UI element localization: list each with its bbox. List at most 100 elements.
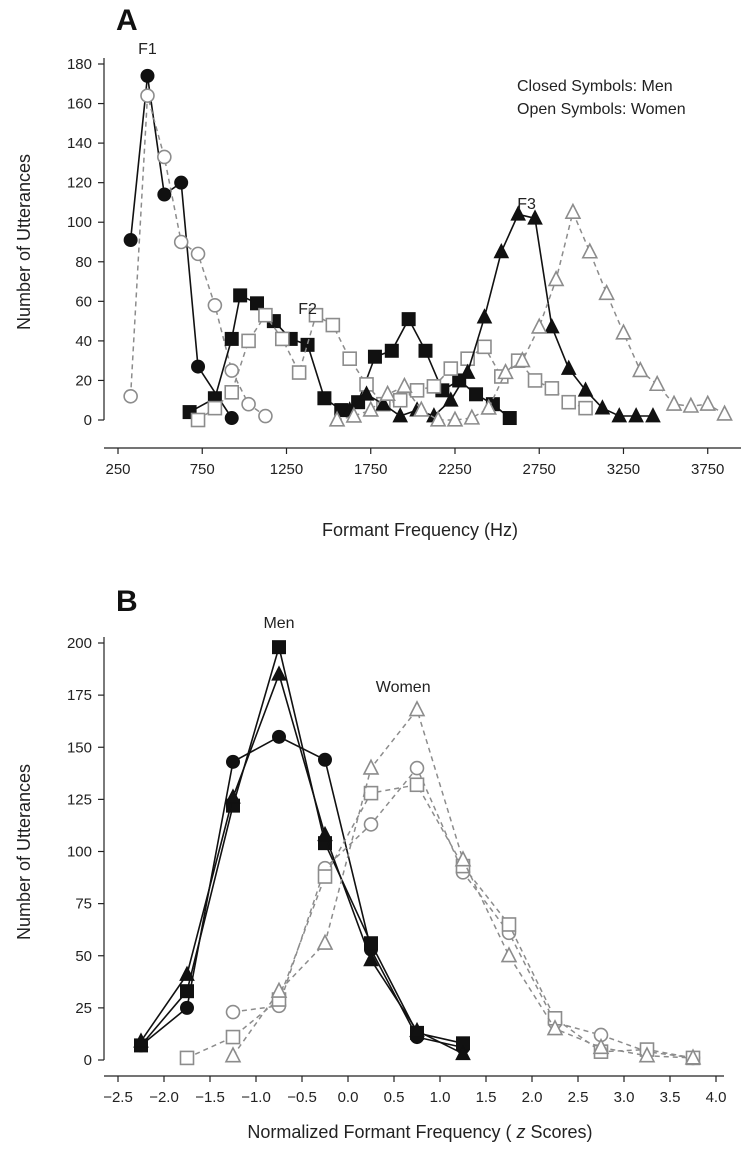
panel-a-series [123,68,733,428]
panel-b-y-tick-label: 0 [84,1052,92,1069]
panel-a-point-women-triangle [429,410,447,427]
panel-a-point-women-square [392,392,408,408]
panel-a-x-tick-label: 3750 [691,461,724,478]
f3-label: F3 [517,196,536,213]
panel-a-point-women-circle [173,234,189,250]
panel-a-point-women-circle [190,246,206,262]
panel-a-point-women-square [325,317,341,333]
panel-a-point-women-triangle [480,398,497,415]
panel-b-x-tick-label: 2.5 [568,1089,589,1106]
panel-a-point-women-triangle [615,323,632,340]
panel-b-x-axis-title-rest: Scores) [526,1122,593,1142]
panel-a-chart: A 0 20 40 60 80 100 120 140 160 180 250 750 1250 1750… [14,4,741,540]
panel-a-point-women-triangle [564,202,582,219]
panel-a-point-men-triangle [628,407,644,423]
panel-a-point-men-circle [140,68,155,83]
panel-a-point-men-triangle [442,391,459,407]
panel-a-point-men-circle [157,187,172,202]
panel-a-point-women-circle [123,388,138,404]
panel-a-point-women-square [258,307,273,323]
panel-a-axes: 0 20 40 60 80 100 120 140 160 180 250 750 1250 1750 22… [67,56,741,478]
women-label: Women [376,679,431,696]
panel-a-point-women-circle [207,297,223,313]
panel-b-point-women-triangle [270,981,288,998]
panel-a-point-women-square [207,400,223,416]
panel-a-point-women-triangle [379,384,396,401]
panel-a-x-tick-label: 750 [190,461,215,478]
panel-a-y-axis-title: Number of Utterances [14,154,34,330]
panel-a-x-tick-label: 3250 [607,461,640,478]
panel-a-series-line-women-triangle-f3 [336,209,725,421]
panel-b-letter: B [116,585,138,618]
panel-b-x-tick-label: 0.0 [338,1089,359,1106]
panel-a-point-women-triangle [547,270,565,287]
f1-label: F1 [138,41,157,58]
panel-b-series-line-women-square [186,783,694,1059]
panel-b-point-men-circle [318,752,332,767]
panel-a-point-men-circle [224,411,239,426]
panel-a-y-tick-label: 60 [75,293,92,310]
panel-b-x-tick-label: 1.0 [430,1089,451,1106]
panel-b-x-axis-title: Normalized Formant Frequency ( z Scores) [247,1122,592,1142]
panel-b-series-line-men-triangle [140,671,464,1055]
panel-a-point-women-square [477,339,492,355]
panel-b-chart: B 0 25 50 75 100 125 150 175 200 −2.5 −2.0 −1.5 −1.0… [14,585,726,1142]
panel-a-point-men-square [300,337,315,352]
f2-label: F2 [298,301,317,318]
panel-b-point-women-square [363,785,379,801]
panel-a-point-women-triangle [665,394,683,411]
panel-a-point-women-triangle [581,242,599,259]
panel-a-point-men-triangle [577,381,594,397]
panel-a-point-women-square [291,365,307,380]
panel-b-y-tick-label: 175 [67,687,92,704]
panel-b-point-women-circle [409,760,425,776]
panel-b-point-men-triangle [271,665,287,681]
panel-a-letter: A [116,4,138,37]
panel-a-point-men-triangle [375,395,392,411]
panel-a-y-tick-label: 160 [67,96,92,113]
panel-b-y-tick-label: 50 [75,948,92,965]
panel-a-point-men-triangle [594,399,611,415]
panel-a-point-men-square [250,296,265,311]
panel-a-x-tick-label: 2250 [438,461,471,478]
panel-b-point-women-square [409,777,425,793]
panel-b-point-women-triangle [408,700,426,717]
panel-b-y-tick-label: 75 [75,896,92,913]
panel-b-point-women-triangle [638,1046,656,1063]
panel-b-point-women-triangle [362,758,380,775]
panel-a-point-women-square [241,333,256,349]
panel-b-y-axis-title: Number of Utterances [14,764,34,940]
panel-a-point-women-triangle [716,404,733,421]
panel-b-point-men-circle [272,729,286,744]
panel-b-point-women-triangle [684,1048,702,1065]
panel-b-x-tick-label: −1.0 [241,1089,271,1106]
panel-a-y-tick-label: 180 [67,56,92,73]
panel-b-x-tick-label: 3.5 [660,1089,681,1106]
panel-a-point-women-triangle [463,408,481,425]
panel-b-x-tick-label: 1.5 [476,1089,497,1106]
panel-a-point-women-triangle [362,400,380,417]
panel-a-point-women-square [544,381,560,396]
panel-a-point-women-circle [224,363,240,378]
panel-a-point-men-triangle [645,407,661,423]
panel-b-point-women-square [225,1029,241,1045]
panel-a-point-men-triangle [392,407,409,423]
panel-a-point-women-triangle [514,351,531,368]
panel-a-point-men-square [367,349,382,364]
panel-a-point-women-triangle [345,406,363,423]
panel-a-point-men-triangle [459,363,476,379]
panel-b-y-tick-label: 25 [75,1000,92,1017]
panel-a-point-women-circle [241,396,256,412]
panel-a-y-tick-label: 40 [75,333,92,350]
panel-b-series-line-women-circle [232,766,694,1059]
panel-a-point-women-square [342,351,357,366]
panel-a-point-men-circle [174,175,189,190]
panel-b-point-women-triangle [224,1046,242,1063]
panel-a-point-women-circle [258,408,273,424]
panel-b-x-tick-label: −0.5 [287,1089,317,1106]
panel-a-point-women-triangle [632,361,649,378]
panel-a-point-men-triangle [510,205,526,221]
panel-a-point-women-triangle [598,283,615,301]
panel-b-point-women-square [501,917,517,932]
panel-a-point-women-triangle [328,410,346,427]
